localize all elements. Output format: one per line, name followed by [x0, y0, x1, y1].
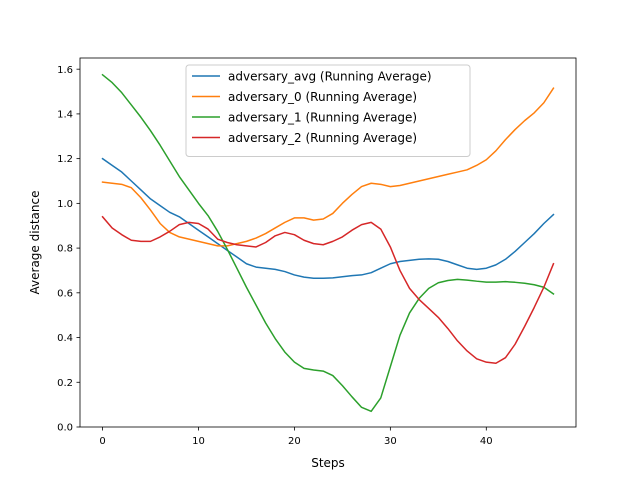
legend-label-2: adversary_1 (Running Average) — [228, 111, 417, 125]
legend: adversary_avg (Running Average) adversary… — [185, 64, 471, 157]
series-lines — [101, 73, 555, 413]
legend-items: adversary_avg (Running Average) adversary… — [192, 70, 432, 145]
y-axis-label: Average distance — [28, 191, 42, 295]
x-axis-ticks: 0 10 20 30 40 — [99, 427, 493, 447]
y-tick-label: 1.4 — [57, 110, 73, 121]
series-line-0 — [101, 157, 555, 280]
legend-box — [185, 64, 471, 157]
legend-label-0: adversary_avg (Running Average) — [228, 70, 432, 84]
y-axis-ticks: 0.0 0.2 0.4 0.6 0.8 1.0 1.2 1.4 1.6 — [57, 65, 80, 434]
x-tick-label: 40 — [480, 436, 493, 447]
legend-label-1: adversary_0 (Running Average) — [228, 90, 417, 104]
y-tick-label: 0.6 — [57, 288, 73, 299]
x-tick-label: 30 — [384, 436, 397, 447]
y-tick-label: 0.8 — [57, 244, 73, 255]
y-tick-label: 0.2 — [57, 378, 73, 389]
y-tick-label: 1.0 — [57, 199, 73, 210]
x-tick-label: 10 — [192, 436, 205, 447]
x-tick-label: 20 — [288, 436, 301, 447]
y-tick-label: 0.0 — [57, 423, 73, 434]
series-line-2 — [101, 73, 555, 413]
series-line-3 — [101, 215, 555, 365]
axes-frame — [79, 57, 577, 428]
x-tick-label: 0 — [99, 436, 105, 447]
y-tick-label: 0.4 — [57, 333, 73, 344]
legend-label-3: adversary_2 (Running Average) — [228, 131, 417, 145]
x-axis-label: Steps — [311, 456, 345, 470]
y-tick-label: 1.2 — [57, 154, 73, 165]
y-tick-label: 1.6 — [57, 65, 73, 76]
series-line-1 — [101, 87, 555, 247]
